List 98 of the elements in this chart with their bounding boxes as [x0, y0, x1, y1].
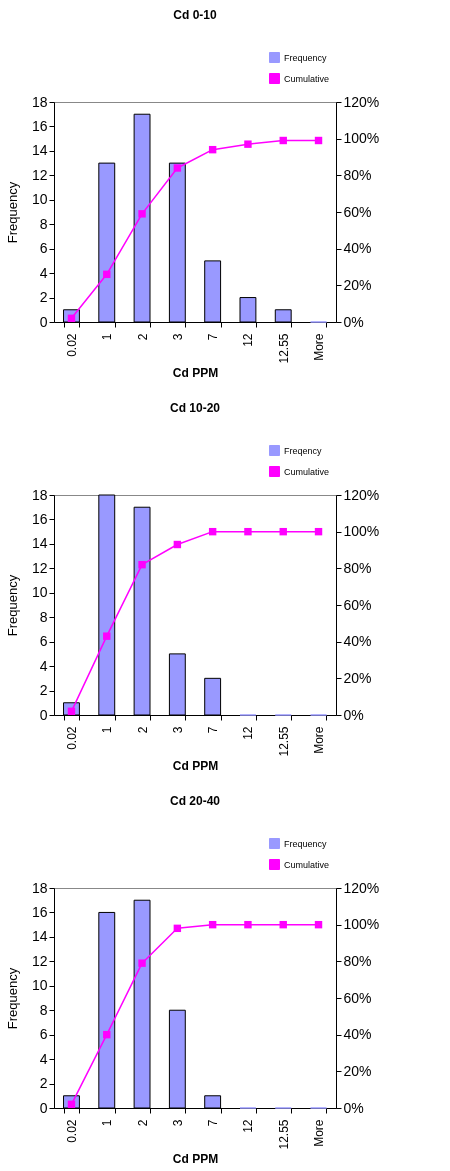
- y-tick-label: 16: [31, 510, 48, 527]
- x-tick-label: More: [312, 726, 327, 754]
- x-tick-label: 0.02: [64, 1119, 79, 1143]
- point: [103, 632, 111, 640]
- x-tick-label: 12.55: [276, 333, 291, 364]
- y-tick-label: 18: [31, 486, 48, 503]
- y-tick-label: 10: [31, 977, 48, 994]
- y-tick-label: 18: [31, 93, 48, 110]
- y2-tick-label: 100%: [343, 130, 380, 147]
- x-tick-label: 2: [135, 726, 150, 734]
- y-tick-label: 6: [39, 240, 48, 257]
- y-tick-label: 2: [39, 289, 48, 306]
- y2-tick-label: 100%: [343, 523, 380, 540]
- legend-label: Freqency: [284, 445, 323, 456]
- y2-tick-label: 20%: [343, 1062, 372, 1079]
- y-tick-label: 12: [31, 952, 48, 969]
- y-tick-label: 2: [39, 1075, 48, 1092]
- x-tick-label: 7: [206, 1119, 221, 1127]
- x-tick-label: 12: [241, 726, 256, 740]
- point: [173, 164, 182, 172]
- legend-label: Frequency: [284, 52, 328, 63]
- y2-tick-label: 100%: [343, 916, 380, 933]
- chart-title: Cd 10-20: [169, 401, 221, 415]
- y-tick-label: 8: [39, 1001, 48, 1018]
- x-axis-title: Cd PPM: [172, 365, 219, 380]
- y-tick-label: 16: [31, 117, 48, 134]
- chart-title: Cd 20-40: [169, 794, 221, 808]
- x-tick-label: 1: [100, 1119, 115, 1127]
- y2-tick-label: 40%: [343, 633, 372, 650]
- point: [244, 140, 252, 148]
- y-tick-label: 4: [39, 1050, 48, 1067]
- y-tick-label: 8: [39, 215, 48, 232]
- y2-tick-label: 120%: [343, 486, 380, 503]
- point: [138, 210, 146, 218]
- y2-tick-label: 80%: [343, 952, 372, 969]
- x-tick-label: More: [312, 333, 327, 361]
- x-tick-label: 3: [170, 1119, 185, 1127]
- x-tick-label: 2: [135, 333, 150, 341]
- x-tick-label: More: [312, 1119, 327, 1147]
- x-tick-label: 0.02: [64, 726, 79, 750]
- y2-tick-label: 60%: [343, 203, 372, 220]
- x-tick-label: 12.55: [276, 726, 291, 757]
- y2-tick-label: 0%: [343, 313, 364, 330]
- y-tick-label: 10: [31, 191, 48, 208]
- x-tick-label: 12.55: [276, 1119, 291, 1150]
- y-tick-label: 18: [31, 879, 48, 896]
- y-axis-title: Frequency: [4, 574, 20, 637]
- x-tick-label: 1: [100, 333, 115, 341]
- y-tick-label: 0: [39, 313, 48, 330]
- y2-tick-label: 60%: [343, 596, 372, 613]
- y2-tick-label: 120%: [343, 879, 380, 896]
- x-axis-title: Cd PPM: [172, 758, 219, 773]
- y-tick-label: 14: [31, 928, 48, 945]
- y2-tick-label: 80%: [343, 559, 372, 576]
- y2-tick-label: 20%: [343, 276, 372, 293]
- x-tick-label: 12: [241, 333, 256, 347]
- y2-tick-label: 40%: [343, 240, 372, 257]
- x-tick-label: 0.02: [64, 333, 79, 357]
- y2-tick-label: 80%: [343, 166, 372, 183]
- legend-label: Cumulative: [284, 73, 330, 84]
- x-tick-label: 2: [135, 1119, 150, 1127]
- chart-title: Cd 0-10: [173, 8, 217, 22]
- y-tick-label: 12: [31, 166, 48, 183]
- y2-tick-label: 60%: [343, 989, 372, 1006]
- x-axis-title: Cd PPM: [172, 1151, 219, 1166]
- x-tick-label: 12: [241, 1119, 256, 1133]
- y-tick-label: 8: [39, 608, 48, 625]
- x-tick-label: 3: [170, 726, 185, 734]
- legend-label: Cumulative: [284, 859, 330, 870]
- y-tick-label: 0: [39, 1099, 48, 1116]
- y-tick-label: 2: [39, 682, 48, 699]
- y2-tick-label: 0%: [343, 706, 364, 723]
- y-axis-title: Frequency: [4, 967, 20, 1030]
- legend-label: Frequency: [284, 838, 328, 849]
- y-tick-label: 14: [31, 142, 48, 159]
- point: [244, 920, 252, 929]
- y2-tick-label: 20%: [343, 669, 372, 686]
- point: [138, 959, 146, 967]
- x-tick-label: 3: [170, 333, 185, 341]
- y-tick-label: 4: [39, 264, 48, 281]
- y-tick-label: 14: [31, 535, 48, 552]
- y-tick-label: 6: [39, 1026, 48, 1043]
- y-tick-label: 0: [39, 706, 48, 723]
- point: [138, 560, 146, 569]
- y-tick-label: 6: [39, 633, 48, 650]
- y2-tick-label: 0%: [343, 1099, 364, 1116]
- y2-tick-label: 40%: [343, 1026, 372, 1043]
- y-tick-label: 16: [31, 903, 48, 920]
- x-tick-label: 7: [206, 333, 221, 341]
- x-tick-label: 7: [206, 726, 221, 734]
- point: [244, 527, 252, 536]
- y-tick-label: 4: [39, 657, 48, 674]
- y-tick-label: 10: [31, 584, 48, 601]
- legend-label: Cumulative: [284, 466, 330, 477]
- y-axis-title: Frequency: [4, 181, 20, 244]
- y-tick-label: 12: [31, 559, 48, 576]
- y2-tick-label: 120%: [343, 93, 380, 110]
- x-tick-label: 1: [100, 726, 115, 734]
